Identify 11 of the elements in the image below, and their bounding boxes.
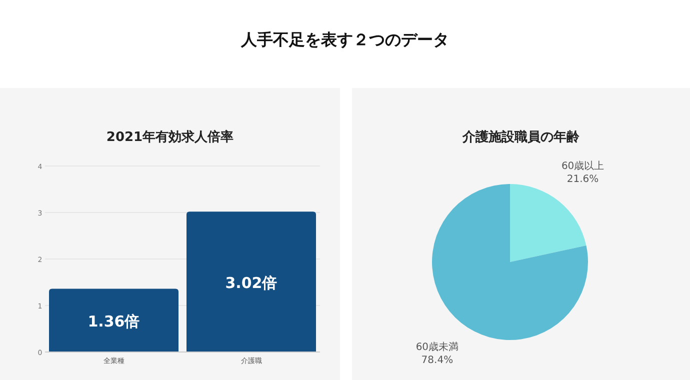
data-label: 21.6%	[566, 174, 599, 186]
data-label: 78.4%	[421, 354, 454, 366]
pie-slice	[510, 184, 586, 262]
slice-label: 60歳以上	[561, 160, 604, 172]
pie-slice	[432, 184, 588, 340]
chart-title: 2021年有効求人倍率	[106, 129, 234, 145]
chart-title: 介護施設職員の年齢	[462, 129, 580, 145]
text: 人手不足を表す２つのデータ	[240, 30, 449, 49]
slice-label: 60歳未満	[416, 340, 459, 353]
data-label: 1.36倍	[88, 312, 140, 330]
data-label: 3.02倍	[225, 274, 278, 292]
